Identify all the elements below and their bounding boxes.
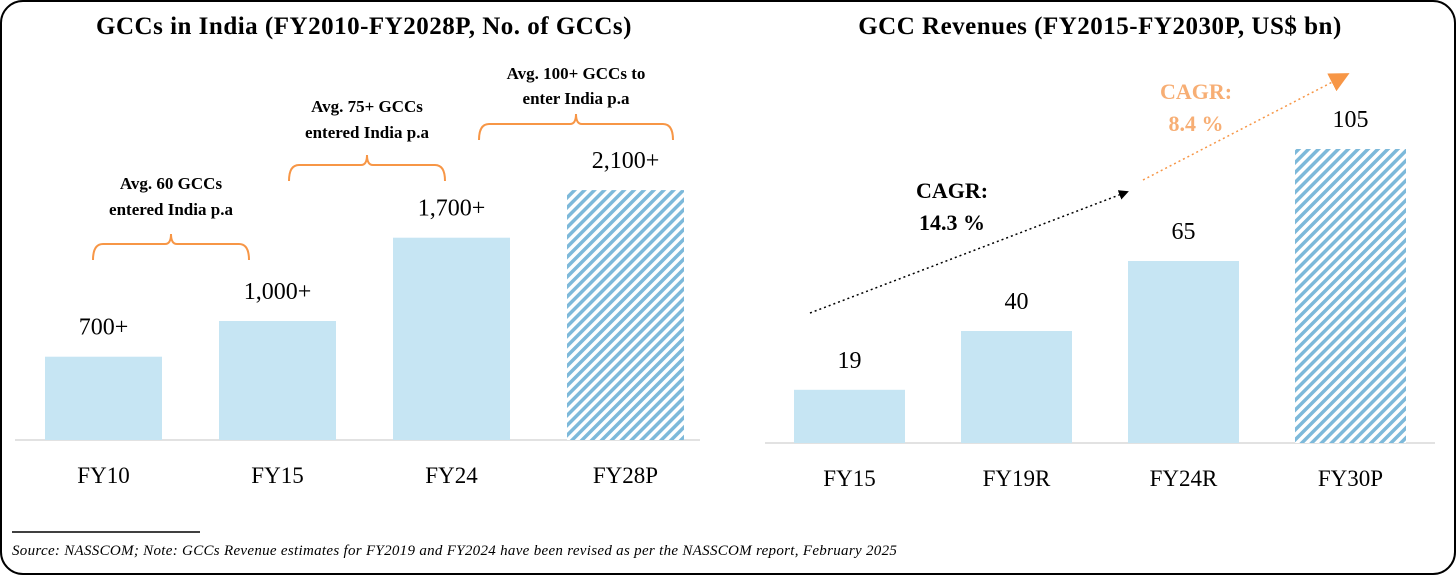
- data-label: 65: [1172, 219, 1196, 245]
- annotation-text: enter India p.a: [523, 89, 630, 108]
- x-tick-label: FY19R: [983, 466, 1051, 491]
- annotation-text: Avg. 100+ GCCs to: [507, 64, 646, 83]
- data-label: 700+: [79, 315, 129, 341]
- annotation-text: Avg. 60 GCCs: [120, 174, 223, 193]
- bracket: [478, 113, 674, 141]
- bracket: [92, 233, 250, 261]
- bar-fy28p: [567, 190, 684, 440]
- x-tick-label: FY30P: [1318, 466, 1383, 491]
- x-tick-label: FY24R: [1150, 466, 1218, 491]
- cagr-arrow-1: [809, 190, 1129, 314]
- cagr-arrow-2: [1142, 73, 1350, 181]
- annotation-text: Avg. 75+ GCCs: [311, 97, 423, 116]
- bar-fy24: [393, 237, 510, 440]
- bar-fy15: [219, 321, 336, 440]
- x-tick-label: FY28P: [593, 463, 658, 488]
- x-tick-label: FY15: [251, 463, 303, 488]
- data-label: 19: [838, 348, 862, 374]
- x-tick-label: FY15: [823, 466, 875, 491]
- annotation-text: entered India p.a: [305, 123, 429, 142]
- data-label: 40: [1005, 289, 1029, 315]
- source-note: Source: NASSCOM; Note: GCCs Revenue esti…: [12, 543, 897, 559]
- cagr-label: 14.3 %: [919, 210, 985, 235]
- data-label: 1,000+: [244, 279, 312, 305]
- cagr-label: 8.4 %: [1169, 111, 1224, 136]
- bar-fy24r: [1128, 261, 1239, 443]
- bar-fy15: [794, 389, 905, 443]
- cagr-label: CAGR:: [1160, 79, 1232, 104]
- data-label: 2,100+: [592, 148, 660, 174]
- bracket: [288, 154, 446, 182]
- bar-fy30p: [1295, 149, 1406, 443]
- cagr-label: CAGR:: [916, 178, 988, 203]
- data-label: 1,700+: [418, 196, 486, 222]
- bar-fy19r: [961, 331, 1072, 443]
- right-chart-title: GCC Revenues (FY2015-FY2030P, US$ bn): [858, 13, 1342, 40]
- x-tick-label: FY10: [77, 463, 129, 488]
- x-tick-label: FY24: [425, 463, 478, 488]
- bar-fy10: [45, 356, 162, 440]
- left-chart-title: GCCs in India (FY2010-FY2028P, No. of GC…: [96, 13, 632, 40]
- annotation-text: entered India p.a: [109, 200, 233, 219]
- data-label: 105: [1333, 107, 1369, 133]
